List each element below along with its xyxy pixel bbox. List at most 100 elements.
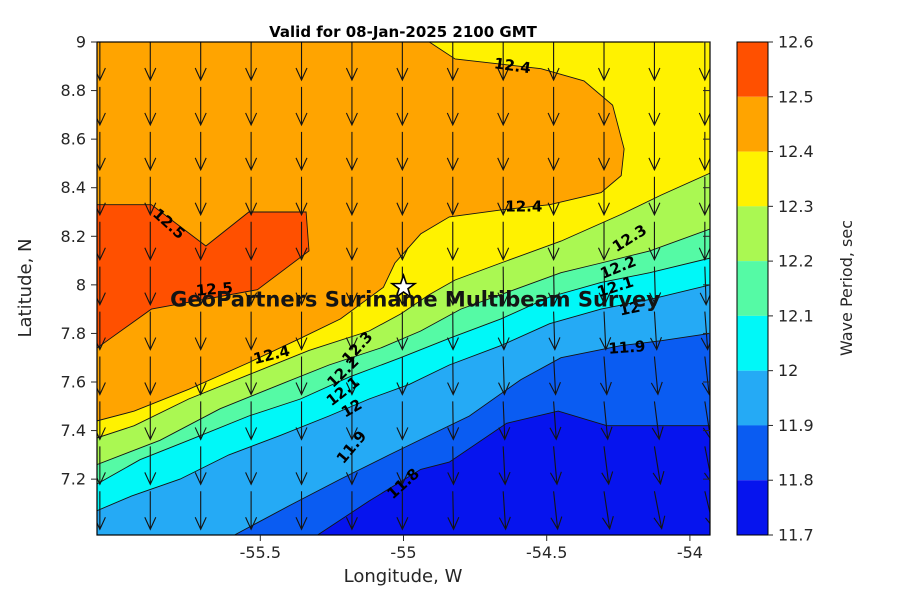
quiver-arrow [345,446,358,486]
quiver-arrow [194,86,207,127]
quiver-arrow [396,401,409,441]
quiver-arrow [245,221,258,262]
contour-line-12.4 [97,42,625,422]
quiver-arrow [345,131,358,172]
quiver-arrow [295,266,308,306]
colorbar-segment [737,370,768,426]
quiver-arrow [698,221,710,262]
quiver-arrow [497,176,510,217]
quiver-arrow [295,311,308,351]
quiver-arrow [245,176,258,217]
quiver-arrow [601,491,614,531]
quiver-arrow [498,401,511,441]
quiver-arrow [295,176,308,217]
quiver-arrow [245,491,258,531]
quiver-arrow [550,491,563,531]
overlay-watermark-text: GeoPartners Suriname Multibeam Survey [170,287,660,311]
colorbar-segment [737,261,768,316]
colorbar-tick-label: 11.9 [778,416,814,435]
quiver-arrow [648,86,661,127]
colorbar-tick-label: 12 [778,361,798,380]
contour-line-12.2 [97,228,710,466]
quiver-arrow [700,311,710,351]
quiver-arrow [144,221,157,262]
quiver-arrow [446,131,459,172]
quiver-arrow [194,401,207,441]
colorbar-tick-label: 12.6 [778,33,814,52]
quiver-arrow [446,311,459,351]
star-icon [389,272,418,300]
quiver-arrow [497,221,510,262]
quiver-arrow [245,42,258,82]
colorbar-tick-label: 12.1 [778,306,814,325]
quiver-arrow [245,401,258,441]
x-tick-label: -54 [677,543,703,562]
quiver-arrow [396,356,409,396]
contour-line-11.9 [234,332,710,535]
quiver-arrow [547,86,560,127]
contour-label: 11.9 [608,337,646,358]
quiver-arrow [194,176,207,217]
quiver-arrow [245,131,258,172]
quiver-arrow [97,491,106,531]
colorbar-segment [737,151,768,207]
quiver-arrow [598,266,611,306]
quiver-arrow [447,491,460,531]
contour-label: 12.4 [493,54,532,77]
contour-line-12 [97,284,710,512]
quiver-arrow [144,176,157,217]
quiver-arrow [549,401,562,441]
quiver-arrow [446,266,459,306]
quiver-arrow [396,221,409,262]
quiver-arrow [498,491,511,531]
quiver-arrow [345,221,358,262]
quiver-arrow [144,86,157,127]
quiver-arrow [144,266,157,306]
quiver-arrow [396,311,409,351]
quiver-arrow [497,266,510,306]
quiver-arrow [97,42,106,82]
quiver-arrow [295,356,308,396]
y-tick-label: 9 [76,33,86,52]
colorbar-segment [737,480,768,535]
quiver-arrow [598,221,611,262]
quiver-arrow [549,446,562,486]
quiver-arrow [144,42,157,82]
quiver-arrow [698,42,710,82]
x-tick-label: -55 [390,543,416,562]
quiver-arrow [698,176,710,217]
quiver-arrow [295,42,308,82]
quiver-arrow [396,131,409,172]
quiver-arrow [345,491,358,531]
y-tick-label: 8.8 [61,81,86,100]
quiver-arrow [144,311,157,351]
quiver-arrow [97,86,106,127]
y-axis-label: Latitude, N [15,239,36,338]
quiver-arrow [446,176,459,217]
colorbar-tick-label: 11.7 [778,526,814,545]
quiver-arrow [548,311,561,351]
quiver-arrow [97,446,106,486]
quiver-arrow [446,42,459,82]
quiver-arrow [548,266,561,306]
quiver-arrow [194,446,207,486]
contour-line-12.3 [97,172,710,439]
y-tick-label: 8.4 [61,178,86,197]
chart-title: Valid for 08-Jan-2025 2100 GMT [269,23,537,41]
quiver-arrow [245,311,258,351]
quiver-arrow [396,176,409,217]
colorbar-tick-label: 11.8 [778,471,814,490]
quiver-arrow [245,356,258,396]
quiver-arrow [295,86,308,127]
quiver-arrow [447,446,460,486]
y-tick-label: 8 [76,275,86,294]
quiver-arrow [295,131,308,172]
colorbar-tick-label: 12.3 [778,197,814,216]
colorbar-segment [737,425,768,481]
x-axis-ticks: -55.5 -55 -54.5 -54 [240,535,703,562]
quiver-arrow [497,131,510,172]
colorbar-segment [737,315,768,371]
quiver-arrow [194,221,207,262]
quiver-arrow [194,311,207,351]
quiver-arrow [599,356,612,396]
